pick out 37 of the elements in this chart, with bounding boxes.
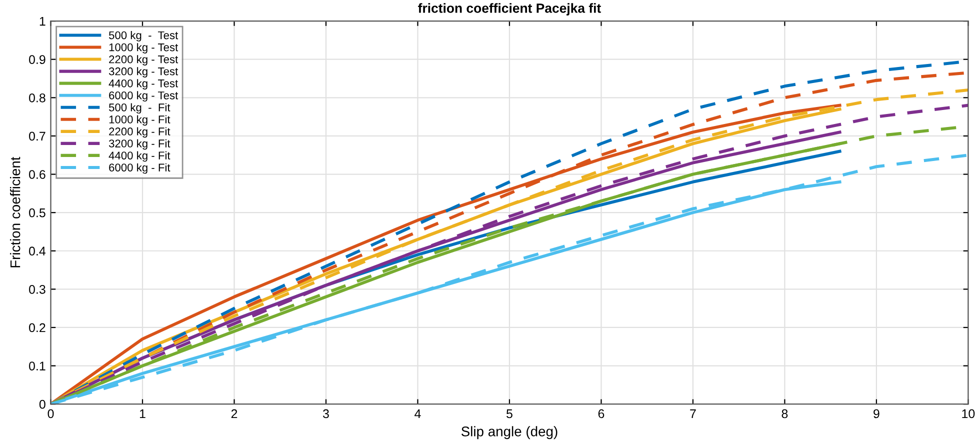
y-axis-title: Friction coefficient [10, 156, 20, 268]
legend-label: 500 kg - Fit [108, 103, 170, 114]
x-tick-label: 9 [874, 409, 880, 418]
x-tick-label: 5 [506, 409, 512, 418]
y-tick-label: 0.2 [29, 323, 46, 332]
y-tick-label: 0.8 [29, 93, 46, 102]
x-tick-label: 2 [231, 409, 238, 418]
y-tick-label: 0.1 [29, 362, 46, 370]
x-tick-label: 4 [414, 409, 421, 418]
y-tick-label: 0.6 [29, 170, 46, 179]
legend-label: 3200 kg - Fit [108, 139, 170, 150]
y-tick-label: 0.5 [29, 208, 46, 218]
x-tick-label: 3 [322, 409, 329, 418]
legend-label: 2200 kg - Fit [109, 127, 170, 138]
legend-label: 6000 kg - Fit [109, 163, 170, 174]
legend-label: 1000 kg - Test [109, 43, 178, 54]
chart-title: friction coefficient Pacejka fit [418, 3, 601, 16]
x-tick-label: 8 [782, 409, 788, 418]
y-tick-label: 0.7 [29, 132, 46, 141]
x-tick-label: 0 [48, 409, 54, 418]
x-tick-label: 7 [690, 409, 696, 418]
legend-label: 2200 kg - Test [109, 55, 178, 66]
legend-label: 1000 kg - Fit [109, 115, 170, 126]
legend-label: 6000 kg - Test [109, 91, 178, 102]
legend-label: 500 kg - Test [108, 31, 178, 42]
y-tick-label: 0.3 [29, 284, 46, 294]
y-tick-label: 1 [40, 16, 46, 26]
x-tick-label: 6 [598, 409, 604, 418]
legend-label: 4400 kg - Fit [108, 151, 170, 162]
x-axis-title: Slip angle (deg) [461, 426, 558, 440]
legend-label: 3200 kg - Test [108, 67, 178, 78]
y-tick-label: 0.4 [29, 246, 46, 256]
legend-label: 4400 kg - Test [108, 79, 178, 90]
y-tick-label: 0.9 [29, 55, 46, 64]
y-tick-label: 0 [39, 400, 46, 409]
x-tick-label: 1 [140, 409, 146, 418]
x-tick-label: 10 [962, 409, 975, 418]
